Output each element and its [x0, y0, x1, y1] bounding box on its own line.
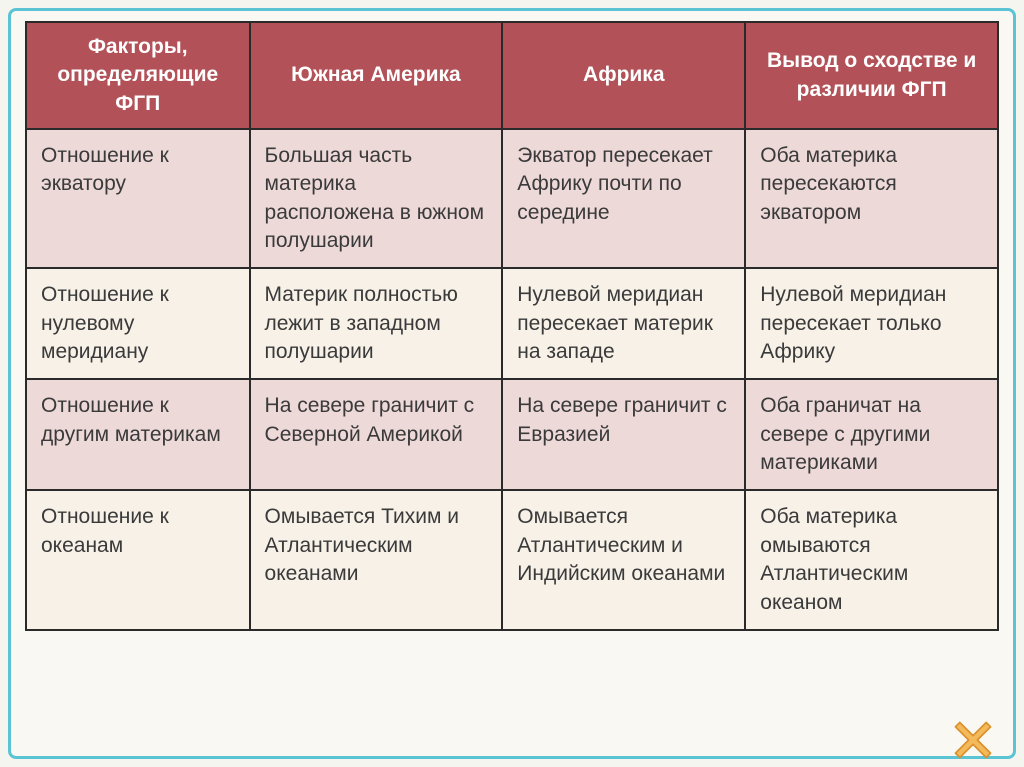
- cell: Материк полностью лежит в западном полуш…: [250, 268, 503, 379]
- cell: Отношение к нулевому меридиану: [26, 268, 250, 379]
- cell: На севере граничит с Евразией: [502, 379, 745, 490]
- col-header: Африка: [502, 22, 745, 129]
- cell: Омывается Атлантическим и Индийским океа…: [502, 490, 745, 629]
- cell: Отношение к экватору: [26, 129, 250, 268]
- col-header: Факторы, определяющие ФГП: [26, 22, 250, 129]
- table-row: Отношение к другим материкам На севере г…: [26, 379, 998, 490]
- col-header: Вывод о сходстве и различии ФГП: [745, 22, 998, 129]
- cell: Оба материка пересекаются экватором: [745, 129, 998, 268]
- cell: На севере граничит с Северной Америкой: [250, 379, 503, 490]
- cell: Оба материка омываются Атлантическим оке…: [745, 490, 998, 629]
- cell: Нулевой меридиан пересекает материк на з…: [502, 268, 745, 379]
- table-header-row: Факторы, определяющие ФГП Южная Америка …: [26, 22, 998, 129]
- cell: Нулевой меридиан пересекает только Африк…: [745, 268, 998, 379]
- table-row: Отношение к океанам Омывается Тихим и Ат…: [26, 490, 998, 629]
- close-icon[interactable]: [951, 718, 995, 762]
- cell: Большая часть материка расположена в южн…: [250, 129, 503, 268]
- col-header: Южная Америка: [250, 22, 503, 129]
- cell: Омывается Тихим и Атлантическим океанами: [250, 490, 503, 629]
- comparison-table: Факторы, определяющие ФГП Южная Америка …: [25, 21, 999, 631]
- cell: Экватор пересекает Африку почти по серед…: [502, 129, 745, 268]
- slide-frame: Факторы, определяющие ФГП Южная Америка …: [8, 8, 1016, 759]
- table-row: Отношение к нулевому меридиану Материк п…: [26, 268, 998, 379]
- cell: Отношение к океанам: [26, 490, 250, 629]
- cell: Отношение к другим материкам: [26, 379, 250, 490]
- table-row: Отношение к экватору Большая часть матер…: [26, 129, 998, 268]
- cell: Оба граничат на севере с другими материк…: [745, 379, 998, 490]
